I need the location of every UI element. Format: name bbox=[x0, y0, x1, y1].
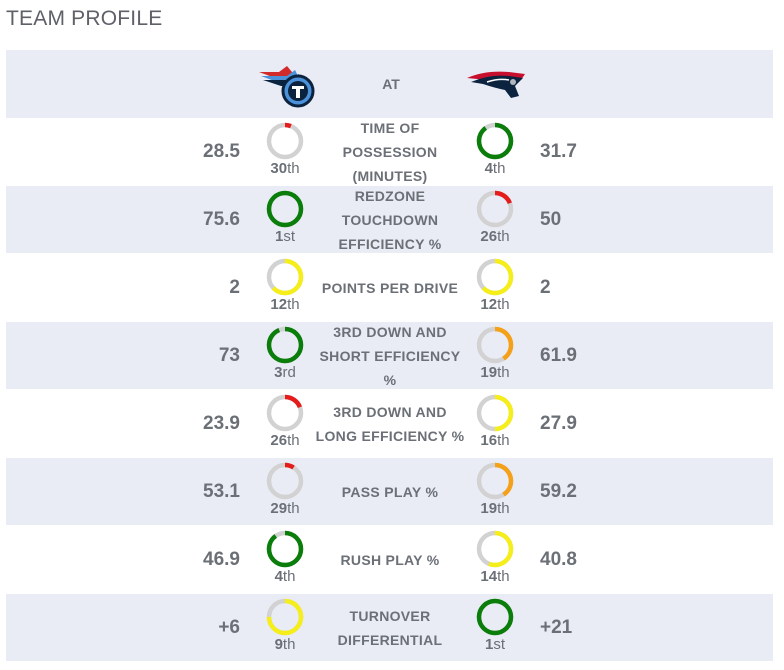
stat-label: TIME OF POSSESSION (MINUTES) bbox=[342, 119, 438, 184]
away-rank: 26th bbox=[270, 432, 300, 449]
home-rank-ring bbox=[476, 122, 514, 160]
away-stat-value: 46.9 bbox=[203, 549, 240, 570]
away-rank: 4th bbox=[274, 568, 296, 585]
home-rank: 19th bbox=[480, 364, 510, 381]
home-stat-value: 59.2 bbox=[540, 481, 577, 502]
home-rank: 14th bbox=[480, 568, 510, 585]
at-label: AT bbox=[382, 76, 400, 92]
home-stat-value: 50 bbox=[540, 209, 562, 230]
home-rank-ring bbox=[476, 190, 514, 228]
stat-row: 2 12th POINTS PER DRIVE 12th 2 bbox=[6, 254, 773, 321]
home-stat-value: 61.9 bbox=[540, 345, 577, 366]
away-rank-ring bbox=[266, 190, 304, 228]
home-rank-ring bbox=[476, 326, 514, 364]
stat-label: POINTS PER DRIVE bbox=[321, 279, 459, 296]
home-rank-ring bbox=[476, 258, 514, 296]
away-rank-ring bbox=[266, 394, 304, 432]
away-stat-value: 73 bbox=[218, 345, 240, 366]
patriots-logo-icon bbox=[465, 68, 531, 107]
home-rank: 4th bbox=[484, 160, 506, 177]
stat-row: 23.9 26th 3RD DOWN AND LONG EFFICIENCY %… bbox=[6, 390, 773, 457]
stat-label: RUSH PLAY % bbox=[340, 551, 440, 568]
team-profile-table: AT 28.5 30th TIME OF POSSESSION (MINUTES… bbox=[6, 50, 773, 662]
stat-label: 3RD DOWN AND SHORT EFFICIENCY % bbox=[319, 323, 461, 388]
home-stat-value: 27.9 bbox=[540, 413, 577, 434]
home-stat-value: +21 bbox=[540, 617, 573, 638]
home-rank: 16th bbox=[480, 432, 510, 449]
away-rank: 1st bbox=[274, 228, 295, 245]
home-stat-value: 40.8 bbox=[540, 549, 577, 570]
away-rank: 30th bbox=[270, 160, 300, 177]
home-rank: 26th bbox=[480, 228, 510, 245]
stat-row: 28.5 30th TIME OF POSSESSION (MINUTES) 4… bbox=[6, 118, 773, 185]
titans-logo-icon bbox=[257, 62, 323, 113]
away-stat-value: 28.5 bbox=[203, 141, 240, 162]
stat-label: 3RD DOWN AND LONG EFFICIENCY % bbox=[315, 403, 465, 444]
stat-label: PASS PLAY % bbox=[341, 483, 439, 500]
away-rank: 29th bbox=[270, 500, 300, 517]
home-stat-value: 31.7 bbox=[540, 141, 577, 162]
matchup-header: AT bbox=[6, 50, 773, 118]
stat-row: 73 3rd 3RD DOWN AND SHORT EFFICIENCY % 1… bbox=[6, 322, 773, 389]
page-title: TEAM PROFILE bbox=[6, 7, 163, 30]
away-rank: 3rd bbox=[274, 364, 296, 381]
away-stat-value: +6 bbox=[218, 617, 240, 638]
home-rank: 1st bbox=[484, 636, 505, 653]
away-stat-value: 23.9 bbox=[203, 413, 240, 434]
stat-row: 53.1 29th PASS PLAY % 19th 59.2 bbox=[6, 458, 773, 525]
away-stat-value: 53.1 bbox=[203, 481, 240, 502]
away-stat-value: 2 bbox=[229, 277, 240, 298]
away-rank-ring bbox=[266, 462, 304, 500]
away-rank-ring bbox=[266, 258, 304, 296]
home-rank-ring bbox=[476, 462, 514, 500]
away-rank-ring bbox=[266, 326, 304, 364]
home-stat-value: 2 bbox=[540, 277, 551, 298]
stat-row: 46.9 4th RUSH PLAY % 14th 40.8 bbox=[6, 526, 773, 593]
home-rank: 12th bbox=[480, 296, 510, 313]
home-rank-ring bbox=[476, 394, 514, 432]
stat-row: 75.6 1st REDZONE TOUCHDOWN EFFICIENCY % … bbox=[6, 186, 773, 253]
away-rank-ring bbox=[266, 598, 304, 636]
away-rank-ring bbox=[266, 530, 304, 568]
stat-row: +6 9th TURNOVER DIFFERENTIAL 1st +21 bbox=[6, 594, 773, 661]
away-rank: 12th bbox=[270, 296, 300, 313]
away-rank-ring bbox=[266, 122, 304, 160]
home-rank: 19th bbox=[480, 500, 510, 517]
stat-label: TURNOVER DIFFERENTIAL bbox=[337, 607, 443, 648]
home-rank-ring bbox=[476, 530, 514, 568]
stat-label: REDZONE TOUCHDOWN EFFICIENCY % bbox=[338, 187, 442, 252]
away-rank: 9th bbox=[274, 636, 296, 653]
away-stat-value: 75.6 bbox=[203, 209, 240, 230]
home-rank-ring bbox=[476, 598, 514, 636]
